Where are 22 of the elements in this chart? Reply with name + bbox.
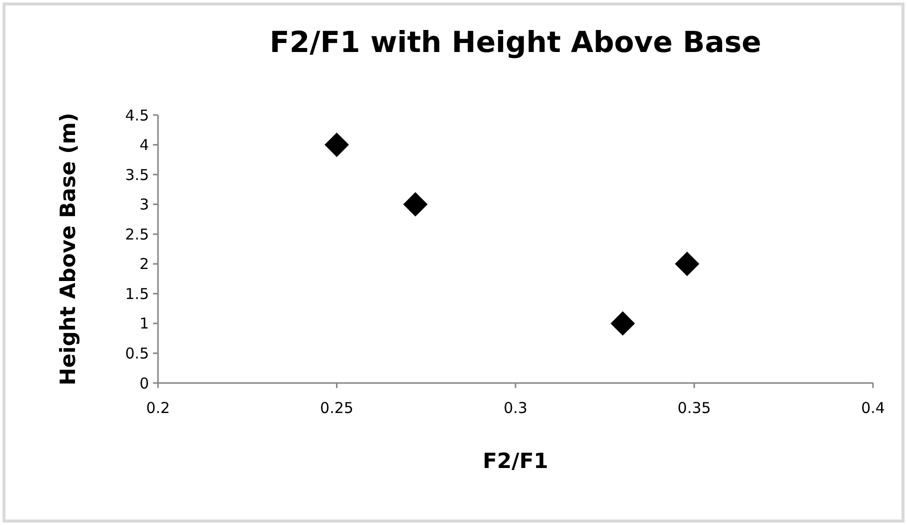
y-tick-label: 3.5 — [125, 166, 149, 184]
x-axis-title: F2/F1 — [482, 449, 548, 473]
x-tick-label: 0.25 — [320, 399, 354, 417]
x-tick-label: 0.2 — [146, 399, 170, 417]
y-tick-label: 1 — [139, 314, 149, 333]
y-tick-label: 4.5 — [125, 106, 149, 124]
chart-title: F2/F1 with Height Above Base — [270, 25, 762, 59]
y-axis-title: Height Above Base (m) — [56, 112, 80, 386]
y-tick-label: 0 — [139, 374, 149, 392]
point — [324, 132, 349, 157]
x-tick-label: 0.3 — [504, 399, 528, 417]
y-tick-label: 4 — [139, 136, 149, 154]
y-tick-label: 3 — [139, 196, 149, 214]
y-tick-label: 1.5 — [125, 284, 149, 303]
x-tick-label: 0.35 — [678, 399, 711, 417]
y-tick-label: 2.5 — [125, 225, 149, 244]
point — [610, 311, 635, 336]
y-tick-label: 2 — [139, 255, 149, 274]
point — [674, 252, 700, 276]
point — [403, 192, 428, 217]
y-tick-label: 0.5 — [125, 344, 149, 362]
x-tick-label: 0.4 — [861, 399, 885, 417]
